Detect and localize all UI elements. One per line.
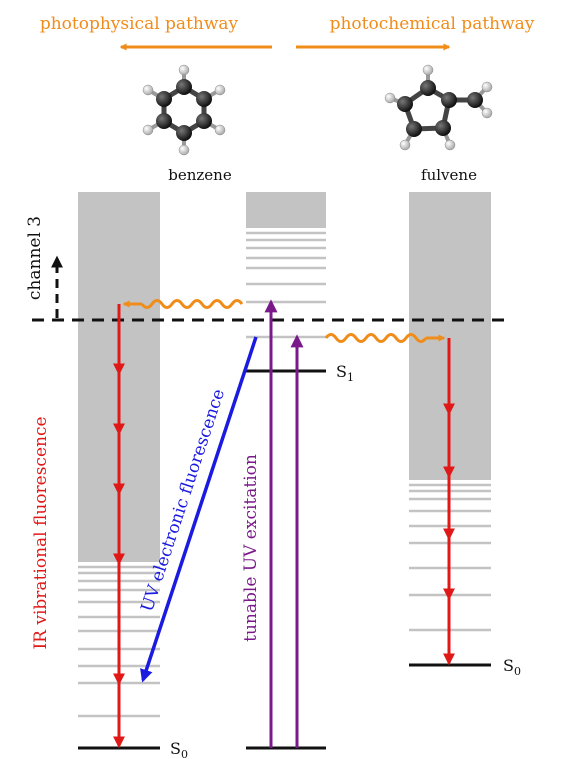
photochemical-pathway-label: photochemical pathway [330, 14, 535, 34]
s1-vibrational-levels [246, 231, 326, 339]
benzene-label: benzene [168, 166, 232, 184]
photophysical-pathway-label: photophysical pathway [40, 14, 239, 34]
fulvene-molecule-icon [384, 64, 493, 151]
s1-label: S1 [336, 362, 354, 384]
ivr-wavy-arrow-left [122, 299, 244, 309]
s1-continuum [246, 192, 326, 228]
benzene-molecule-icon [142, 64, 226, 156]
s0-left-label: S0 [170, 739, 188, 759]
fulvene-label: fulvene [421, 166, 477, 184]
s0-right-label: S0 [503, 656, 521, 678]
ir-fluorescence-label: IR vibrational fluorescence [31, 416, 51, 649]
uv-excitation-label: tunable UV excitation [241, 454, 261, 642]
isomerization-wavy-arrow-right [324, 333, 446, 343]
channel-3-label: channel 3 [25, 216, 45, 300]
uv-fluorescence-arrow [140, 336, 258, 683]
